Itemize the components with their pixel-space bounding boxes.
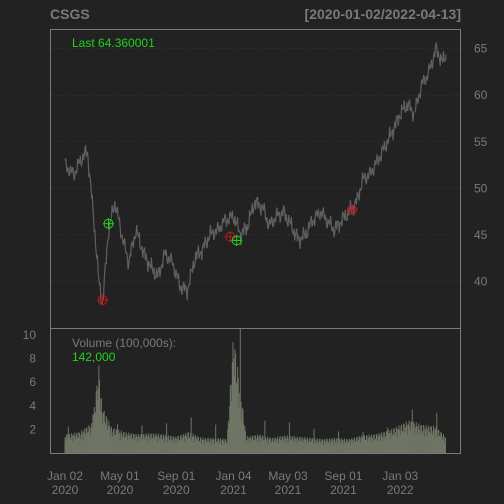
chart-title-right: [2020-01-02/2022-04-13]	[305, 6, 461, 22]
price-legend: Last 64.360001	[72, 36, 155, 50]
price-y-tick-label: 55	[474, 135, 488, 149]
volume-y-tick-label: 4	[29, 399, 36, 413]
x-tick-label-date: Sep 01	[157, 469, 195, 483]
price-y-tick-label: 65	[474, 42, 488, 56]
price-y-tick-label: 60	[474, 88, 488, 102]
gridlines	[51, 48, 460, 282]
price-y-tick-label: 50	[474, 181, 488, 195]
trade-markers	[97, 204, 358, 306]
x-tick-label-date: Jan 04	[216, 469, 252, 483]
price-legend-value: 64.360001	[98, 36, 155, 50]
volume-y-tick-label: 6	[29, 375, 36, 389]
volume-y-tick-label: 10	[23, 328, 37, 342]
volume-legend-value: 142,000	[72, 350, 116, 364]
x-tick-label-year: 2020	[52, 483, 79, 497]
x-tick-label-year: 2022	[387, 483, 414, 497]
x-tick-label-date: May 03	[268, 469, 308, 483]
price-legend-label: Last	[72, 36, 95, 50]
volume-y-tick-label: 2	[29, 422, 36, 436]
volume-panel-frame	[50, 328, 461, 454]
x-tick-label-year: 2021	[275, 483, 302, 497]
price-y-tick-label: 40	[474, 274, 488, 288]
volume-y-tick-label: 8	[29, 352, 36, 366]
x-tick-label-year: 2020	[163, 483, 190, 497]
x-tick-label-date: Jan 03	[382, 469, 418, 483]
y-axes: 40 45 50 55 60 65 2 4 6 8 10	[23, 42, 488, 437]
chart-title-left: CSGS	[50, 6, 90, 22]
price-line	[64, 42, 447, 305]
price-series	[64, 42, 447, 305]
x-tick-label-year: 2021	[330, 483, 357, 497]
x-tick-label-date: Sep 01	[324, 469, 362, 483]
x-tick-label-year: 2020	[107, 483, 134, 497]
price-panel-frame	[50, 29, 461, 329]
x-tick-label-date: Jan 02	[47, 469, 83, 483]
volume-series	[64, 329, 446, 453]
volume-legend-label: Volume (100,000s):	[72, 336, 176, 350]
x-tick-label-year: 2021	[220, 483, 247, 497]
x-tick-label-date: May 01	[100, 469, 140, 483]
price-y-tick-label: 45	[474, 228, 488, 242]
